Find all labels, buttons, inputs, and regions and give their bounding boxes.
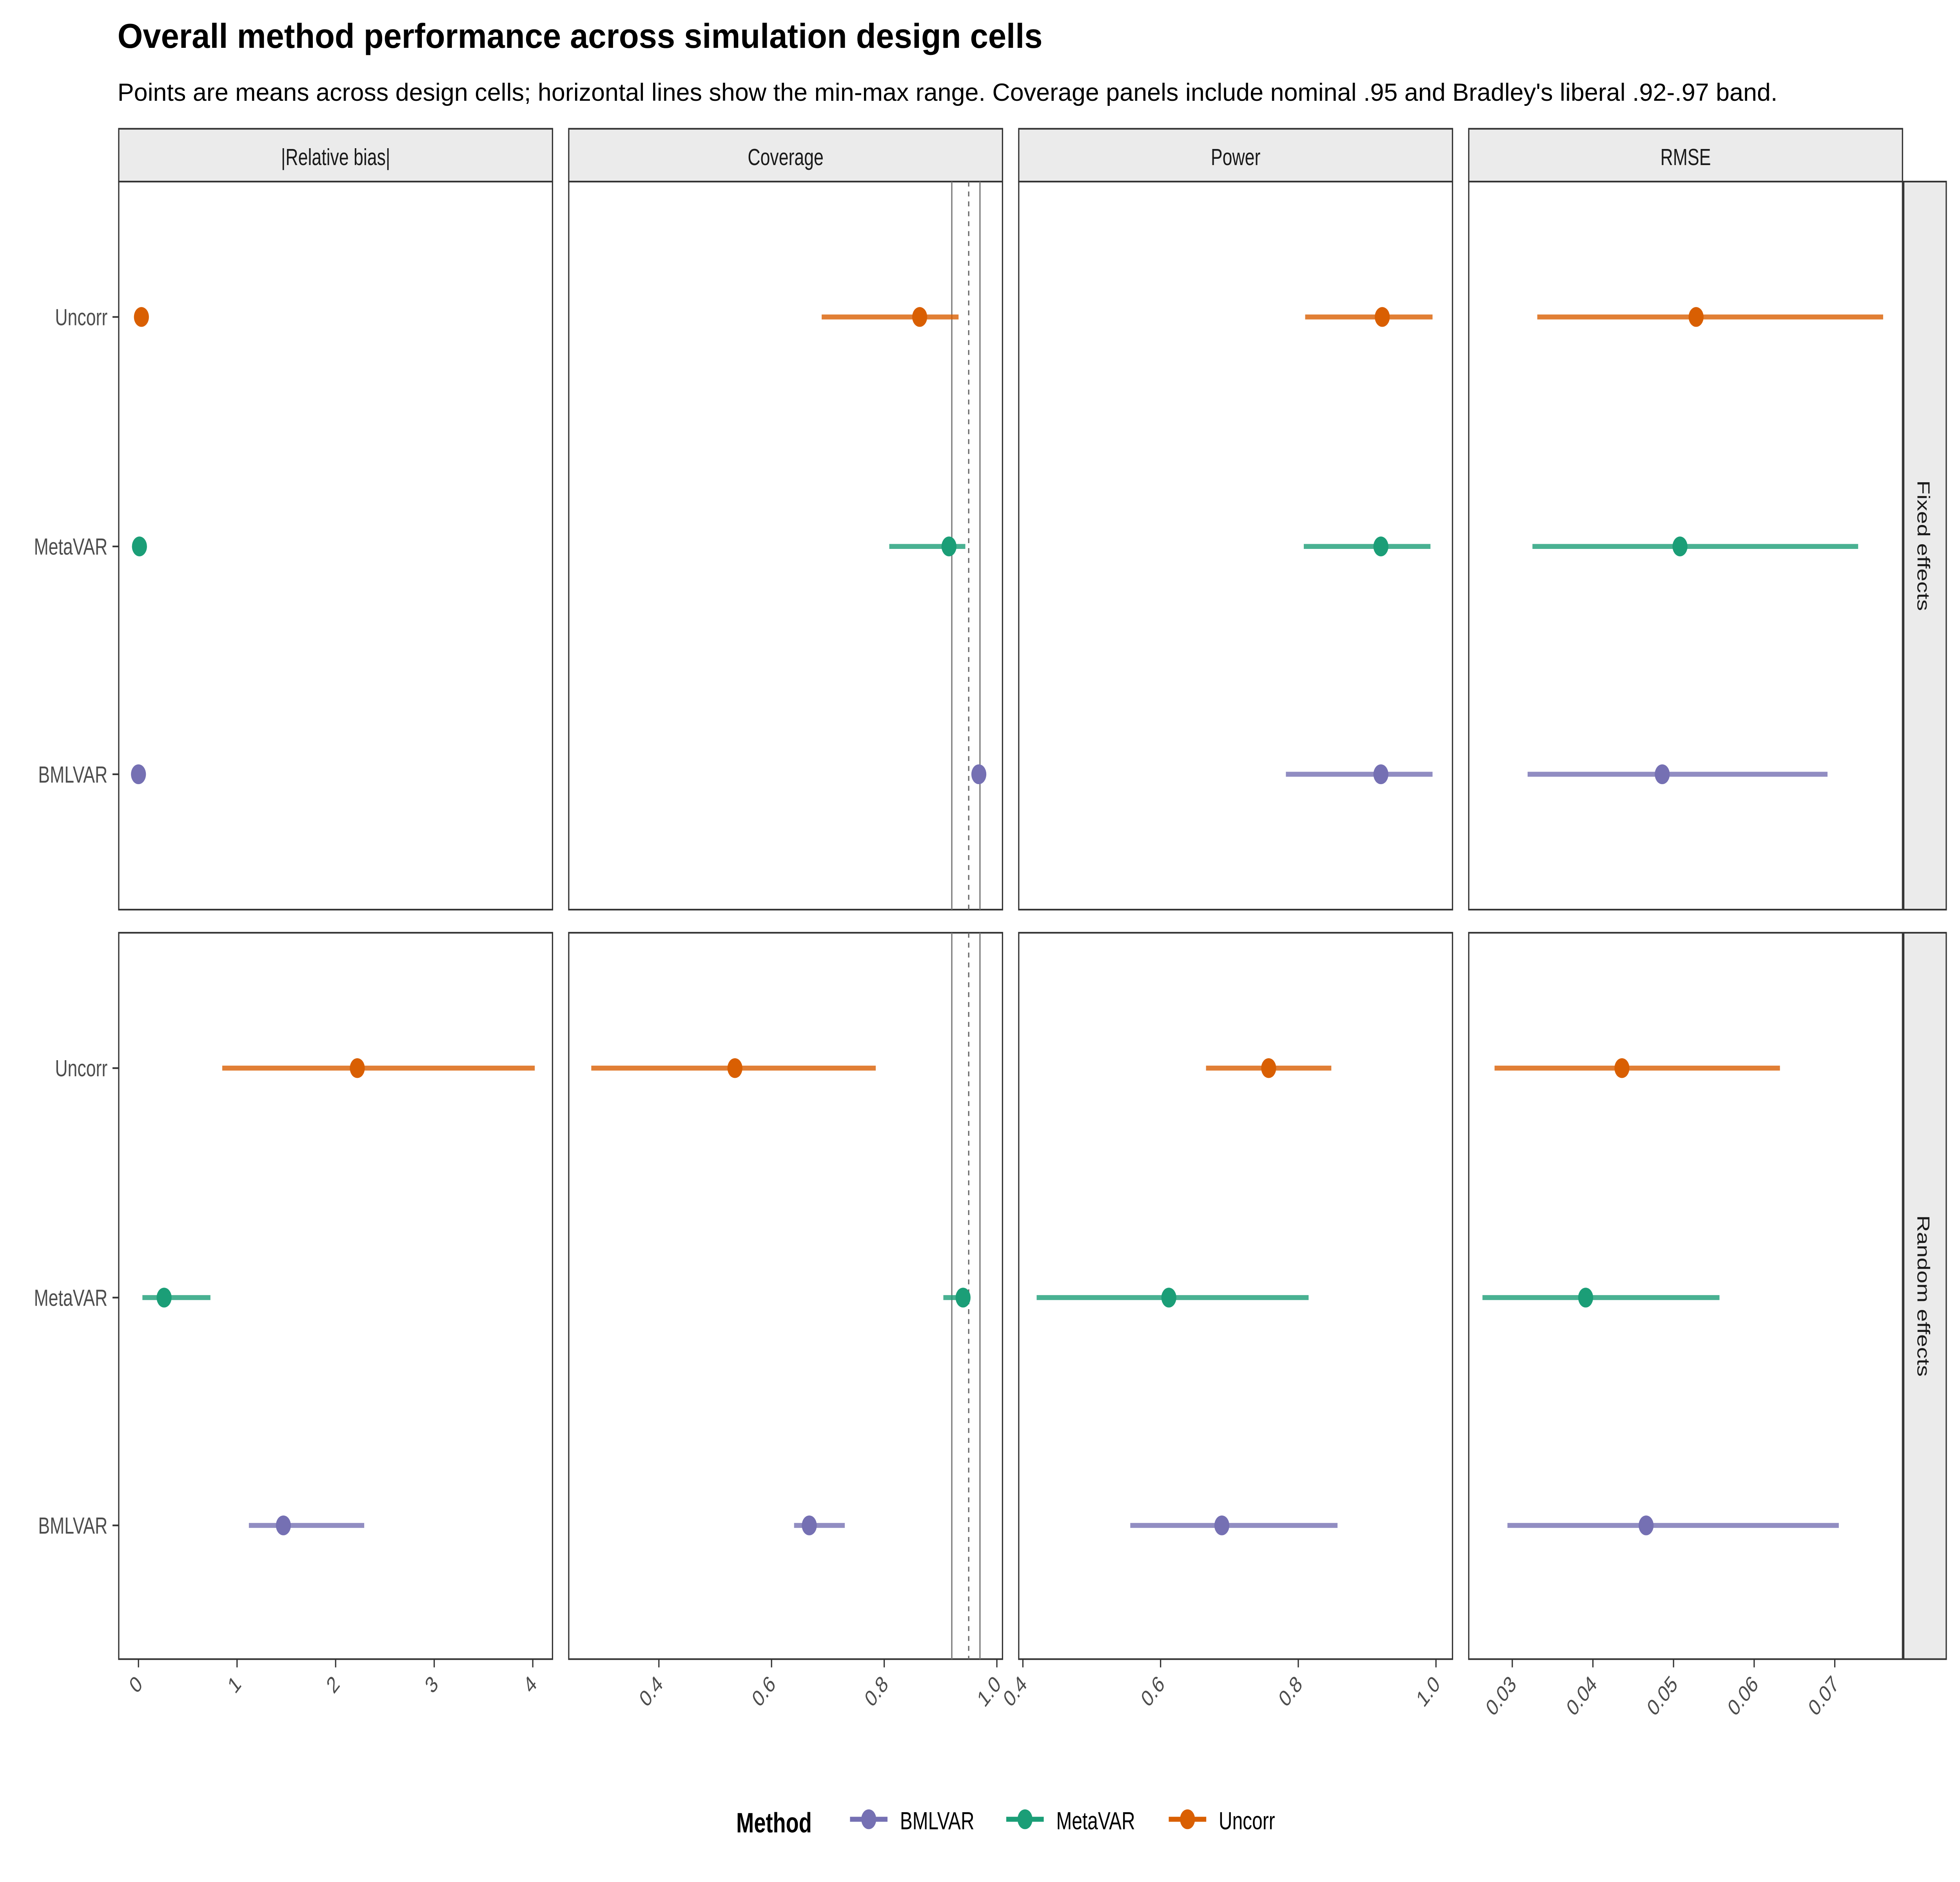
row-strip-label: Random effects	[1913, 1215, 1933, 1377]
x-tick-label: 2	[323, 1671, 344, 1698]
legend-title: Method	[736, 1808, 812, 1839]
x-tick-label: 3	[421, 1671, 442, 1698]
legend-key-point	[861, 1809, 877, 1829]
mean-point-bmlvar	[131, 764, 146, 784]
mean-point-metavar	[132, 536, 147, 556]
column-strip	[1018, 128, 1453, 183]
mean-point-metavar	[1672, 536, 1688, 556]
x-tick-label: 4	[520, 1671, 541, 1698]
legend-label-uncorr: Uncorr	[1219, 1807, 1275, 1835]
x-tick-label: 1.0	[1413, 1671, 1444, 1712]
mean-point-metavar	[941, 536, 957, 556]
x-tick-label: 0.4	[1000, 1671, 1031, 1712]
column-strip-label: Power	[1211, 145, 1260, 170]
panel	[118, 181, 554, 911]
x-tick-label: 0.05	[1644, 1671, 1681, 1721]
column-strip-label: |Relative bias|	[281, 145, 390, 170]
x-tick-label: 0.04	[1563, 1671, 1601, 1721]
mean-point-uncorr	[1375, 307, 1390, 327]
legend-label-metavar: MetaVAR	[1056, 1807, 1135, 1835]
x-tick-label: 1	[224, 1671, 245, 1698]
x-tick-label: 0.06	[1724, 1671, 1762, 1721]
x-tick-label: 0.4	[636, 1671, 667, 1712]
legend-label-bmlvar: BMLVAR	[900, 1807, 975, 1835]
x-tick-label: 0.07	[1805, 1671, 1842, 1721]
mean-point-bmlvar	[802, 1515, 817, 1535]
mean-point-bmlvar	[971, 764, 987, 784]
x-tick-label: 0.6	[1138, 1671, 1169, 1712]
mean-point-uncorr	[350, 1058, 365, 1078]
y-tick-label: Uncorr	[55, 305, 107, 331]
mean-point-metavar	[1578, 1288, 1593, 1308]
column-strip	[568, 128, 1003, 183]
chart-subtitle: Points are means across design cells; ho…	[118, 78, 1778, 106]
x-tick-label: 0.8	[861, 1671, 892, 1712]
column-strip	[1468, 128, 1903, 183]
mean-point-uncorr	[134, 307, 149, 327]
legend: Method BMLVAR MetaVAR Uncorr	[736, 1807, 1275, 1839]
y-tick-label: MetaVAR	[34, 1286, 108, 1311]
mean-point-bmlvar	[1373, 764, 1388, 784]
legend-key-point	[1180, 1809, 1195, 1829]
mean-point-metavar	[156, 1288, 172, 1308]
x-tick-label: 0.03	[1482, 1671, 1520, 1721]
mean-point-bmlvar	[1214, 1515, 1230, 1535]
chart-title: Overall method performance across simula…	[118, 16, 1043, 55]
mean-point-bmlvar	[1639, 1515, 1654, 1535]
column-strip	[118, 128, 554, 183]
panels-grid: |Relative bias| Coverage Power RMSE Fixed ef…	[34, 128, 1947, 1721]
mean-point-uncorr	[1688, 307, 1704, 327]
x-tick-label: 0	[126, 1671, 147, 1698]
x-tick-label: 0.6	[748, 1671, 779, 1712]
mean-point-bmlvar	[276, 1515, 291, 1535]
mean-point-metavar	[1373, 536, 1388, 556]
legend-key-point	[1017, 1809, 1033, 1829]
row-strip-label: Fixed effects	[1913, 480, 1933, 611]
y-tick-label: BMLVAR	[38, 1513, 107, 1539]
y-tick-label: MetaVAR	[34, 534, 108, 560]
mean-point-uncorr	[727, 1058, 742, 1078]
x-tick-label: 0.8	[1275, 1671, 1306, 1712]
mean-point-metavar	[1161, 1288, 1176, 1308]
y-tick-label: Uncorr	[55, 1056, 107, 1081]
panel	[568, 932, 1003, 1660]
x-tick-label: 1.0	[974, 1671, 1005, 1712]
column-strip-label: Coverage	[748, 145, 823, 170]
row-strip	[1903, 181, 1947, 911]
mean-point-uncorr	[1614, 1058, 1630, 1078]
row-strip	[1903, 932, 1947, 1660]
y-tick-label: BMLVAR	[38, 762, 107, 788]
mean-point-bmlvar	[1655, 764, 1670, 784]
column-strip-label: RMSE	[1661, 145, 1711, 170]
mean-point-uncorr	[1261, 1058, 1276, 1078]
mean-point-metavar	[955, 1288, 971, 1308]
mean-point-uncorr	[912, 307, 927, 327]
